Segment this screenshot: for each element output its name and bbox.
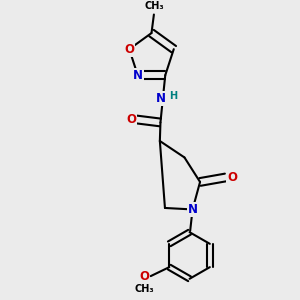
Text: N: N [188, 203, 198, 216]
Text: N: N [156, 92, 167, 105]
Text: N: N [133, 69, 143, 82]
Text: O: O [126, 113, 136, 126]
Text: CH₃: CH₃ [144, 1, 164, 11]
Text: O: O [124, 43, 134, 56]
Text: O: O [139, 270, 149, 283]
Text: H: H [169, 91, 177, 101]
Text: O: O [227, 171, 237, 184]
Text: CH₃: CH₃ [134, 284, 154, 294]
